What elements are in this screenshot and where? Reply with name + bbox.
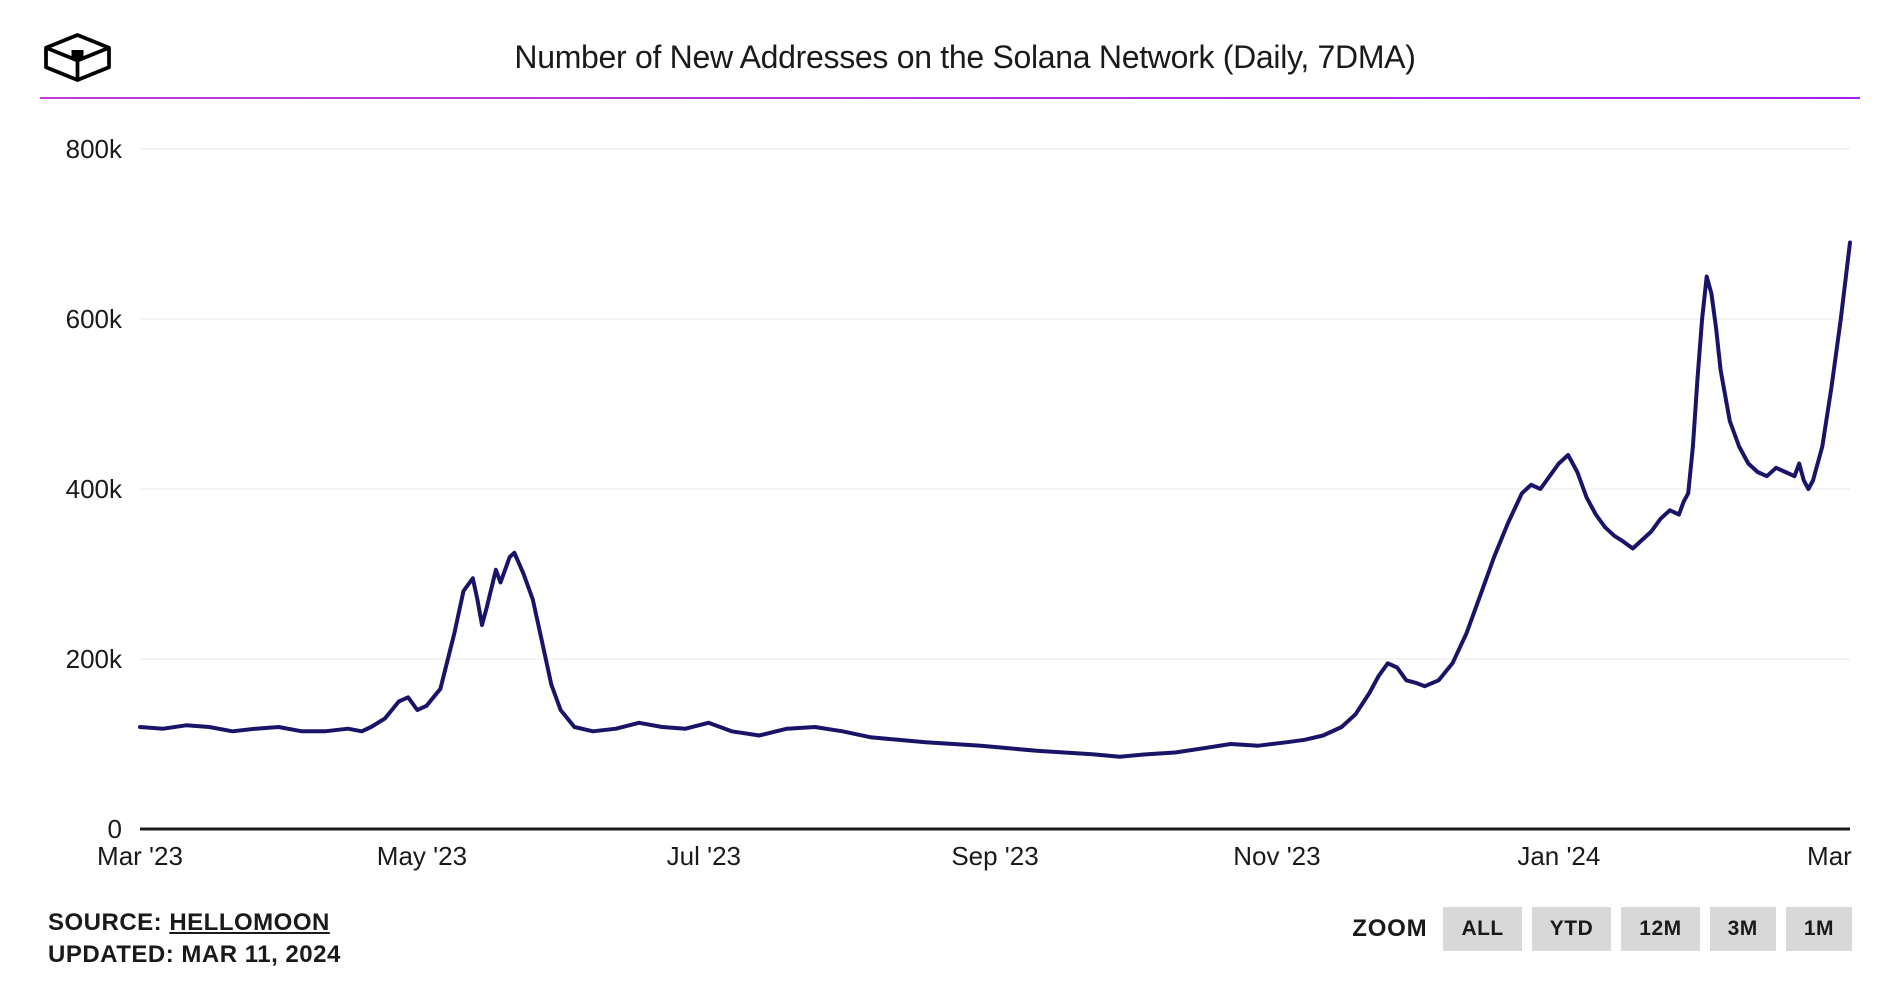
zoom-button-12m[interactable]: 12M bbox=[1621, 907, 1699, 951]
header: Number of New Addresses on the Solana Ne… bbox=[40, 30, 1860, 85]
chart-title: Number of New Addresses on the Solana Ne… bbox=[145, 39, 1860, 76]
svg-text:Jan '24: Jan '24 bbox=[1517, 841, 1600, 871]
source-link[interactable]: HELLOMOON bbox=[169, 909, 330, 936]
svg-text:Sep '23: Sep '23 bbox=[951, 841, 1038, 871]
svg-text:May '23: May '23 bbox=[377, 841, 467, 871]
svg-text:Nov '23: Nov '23 bbox=[1233, 841, 1320, 871]
svg-text:400k: 400k bbox=[66, 474, 123, 504]
brand-logo-icon bbox=[40, 30, 115, 85]
chart-container: Number of New Addresses on the Solana Ne… bbox=[0, 0, 1900, 1003]
footer: SOURCE: HELLOMOON UPDATED: MAR 11, 2024 … bbox=[40, 907, 1860, 972]
zoom-label: ZOOM bbox=[1352, 915, 1427, 943]
svg-text:Jul '23: Jul '23 bbox=[667, 841, 741, 871]
accent-divider bbox=[40, 97, 1860, 99]
svg-text:0: 0 bbox=[108, 814, 122, 844]
meta-block: SOURCE: HELLOMOON UPDATED: MAR 11, 2024 bbox=[48, 907, 341, 972]
updated-label: UPDATED: bbox=[48, 941, 181, 968]
zoom-button-ytd[interactable]: YTD bbox=[1532, 907, 1612, 951]
zoom-button-3m[interactable]: 3M bbox=[1710, 907, 1776, 951]
zoom-controls: ZOOM ALL YTD 12M 3M 1M bbox=[1352, 907, 1852, 951]
source-label: SOURCE: bbox=[48, 909, 169, 936]
svg-text:200k: 200k bbox=[66, 644, 123, 674]
updated-value: MAR 11, 2024 bbox=[181, 941, 340, 968]
svg-text:Mar '23: Mar '23 bbox=[97, 841, 183, 871]
svg-text:800k: 800k bbox=[66, 134, 123, 164]
svg-text:600k: 600k bbox=[66, 304, 123, 334]
zoom-button-all[interactable]: ALL bbox=[1443, 907, 1521, 951]
chart-plot-area: 0 200k 400k 600k 800k Mar '23 May '23 Jul '23 Se… bbox=[40, 129, 1860, 889]
svg-text:Mar '24: Mar '24 bbox=[1807, 841, 1860, 871]
zoom-button-1m[interactable]: 1M bbox=[1786, 907, 1852, 951]
chart-svg: 0 200k 400k 600k 800k Mar '23 May '23 Jul '23 Se… bbox=[40, 129, 1860, 889]
